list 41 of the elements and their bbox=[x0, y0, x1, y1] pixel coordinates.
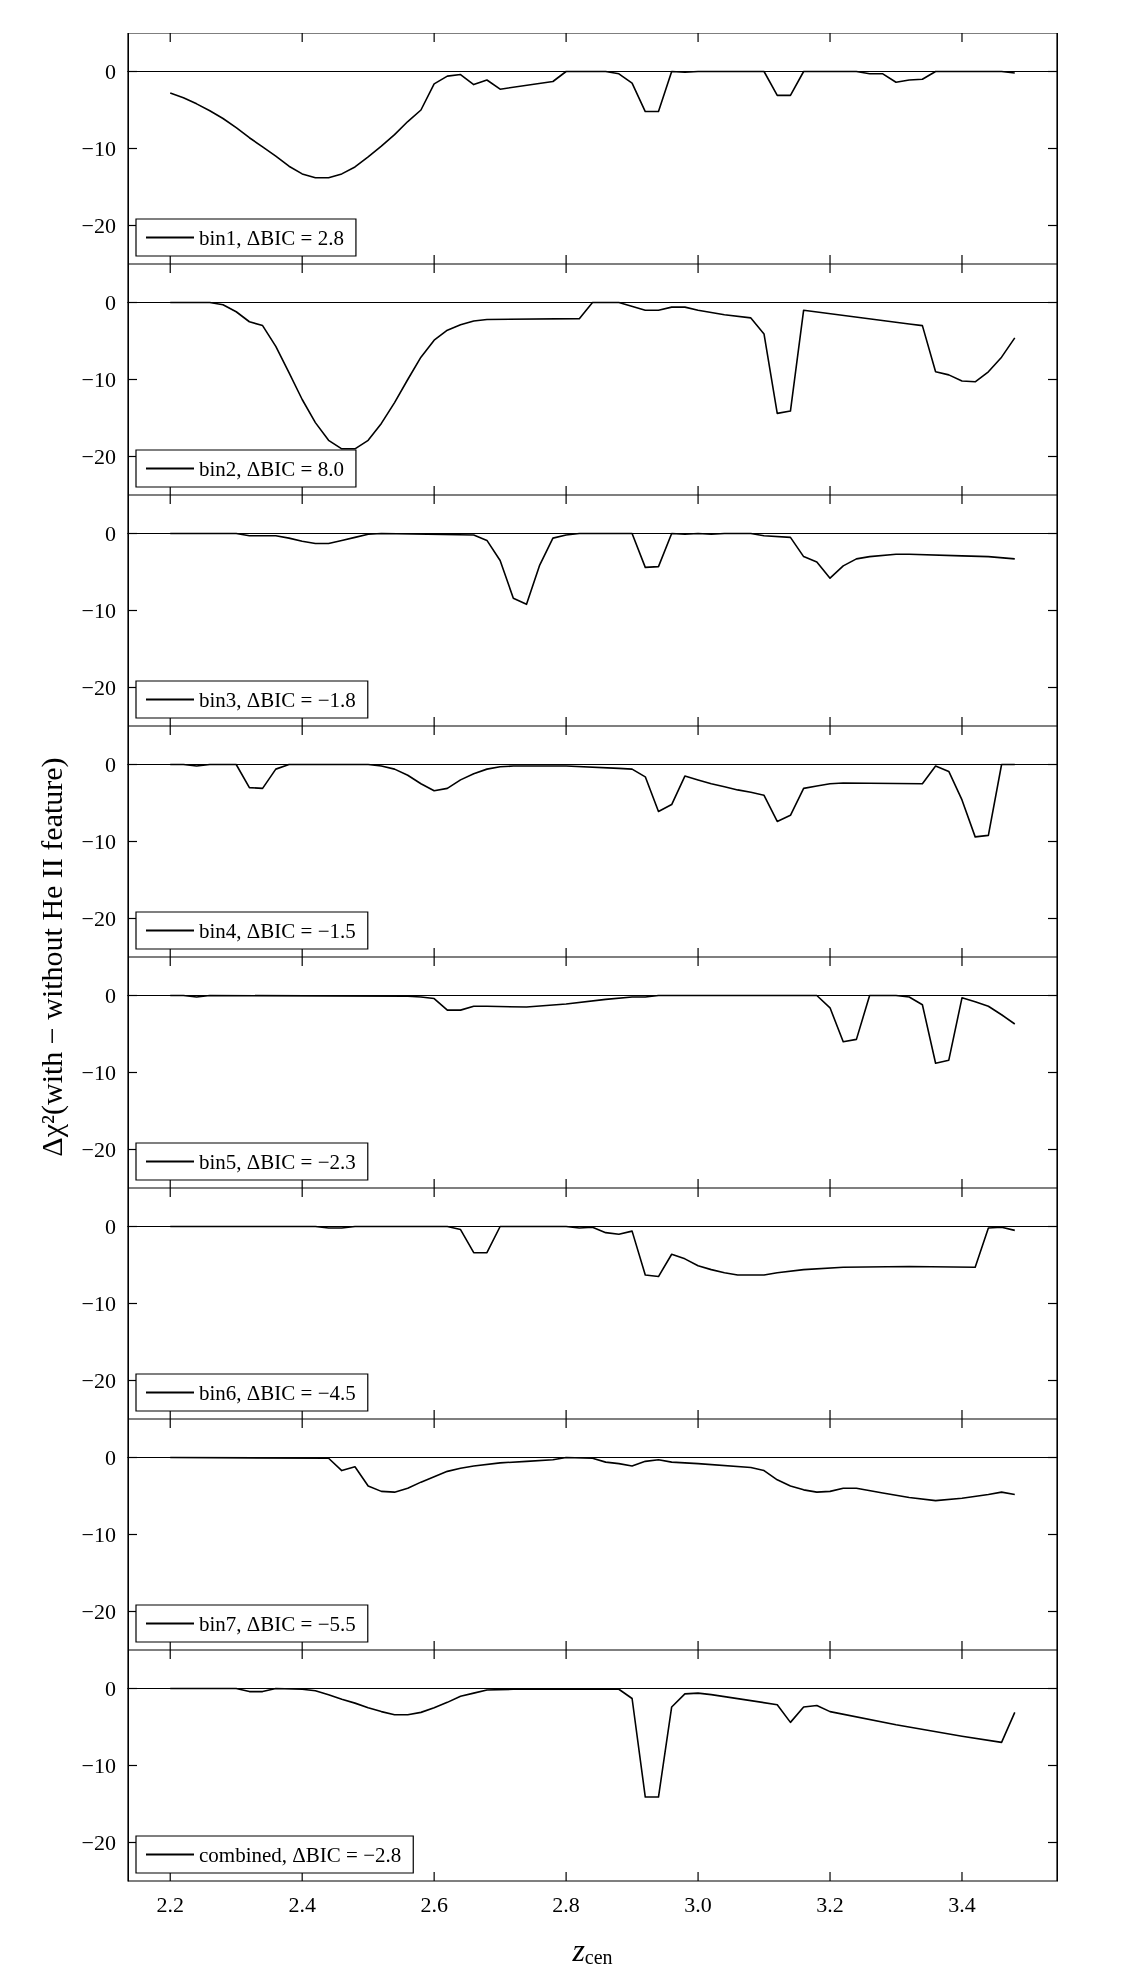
y-tick-label: 0 bbox=[105, 59, 116, 84]
y-tick-label: −10 bbox=[81, 367, 116, 392]
legend-label: combined, ΔBIC = −2.8 bbox=[199, 1842, 402, 1867]
x-tick-label: 2.6 bbox=[420, 1891, 448, 1917]
legend-label: bin5, ΔBIC = −2.3 bbox=[199, 1149, 356, 1174]
x-tick-label: 3.0 bbox=[684, 1891, 712, 1917]
y-tick-label: −10 bbox=[81, 598, 116, 623]
y-tick-label: 0 bbox=[105, 290, 116, 315]
y-tick-label: −10 bbox=[81, 136, 116, 161]
y-tick-label: 0 bbox=[105, 521, 116, 546]
x-tick-label: 2.2 bbox=[156, 1891, 184, 1917]
y-tick-label: −20 bbox=[81, 1368, 116, 1393]
y-tick-label: −10 bbox=[81, 1060, 116, 1085]
y-tick-label: −20 bbox=[81, 906, 116, 931]
y-tick-label: −10 bbox=[81, 829, 116, 854]
y-tick-label: −20 bbox=[81, 1599, 116, 1624]
x-tick-label: 3.2 bbox=[816, 1891, 844, 1917]
x-tick-label: 2.8 bbox=[552, 1891, 580, 1917]
legend-label: bin1, ΔBIC = 2.8 bbox=[199, 225, 344, 250]
legend-label: bin2, ΔBIC = 8.0 bbox=[199, 456, 344, 481]
legend-label: bin3, ΔBIC = −1.8 bbox=[199, 687, 356, 712]
legend-label: bin7, ΔBIC = −5.5 bbox=[199, 1611, 356, 1636]
y-tick-label: −20 bbox=[81, 444, 116, 469]
y-tick-label: −20 bbox=[81, 1830, 116, 1855]
y-tick-label: 0 bbox=[105, 1676, 116, 1701]
y-tick-label: 0 bbox=[105, 1445, 116, 1470]
y-tick-label: −10 bbox=[81, 1522, 116, 1547]
x-axis-title: zcen bbox=[571, 1932, 613, 1968]
legend-label: bin6, ΔBIC = −4.5 bbox=[199, 1380, 356, 1405]
y-tick-label: −10 bbox=[81, 1753, 116, 1778]
legend-label: bin4, ΔBIC = −1.5 bbox=[199, 918, 356, 943]
y-tick-label: 0 bbox=[105, 752, 116, 777]
y-tick-label: −20 bbox=[81, 675, 116, 700]
x-tick-label: 3.4 bbox=[948, 1891, 976, 1917]
y-tick-label: 0 bbox=[105, 983, 116, 1008]
y-tick-label: 0 bbox=[105, 1214, 116, 1239]
y-tick-label: −10 bbox=[81, 1291, 116, 1316]
y-tick-label: −20 bbox=[81, 213, 116, 238]
y-axis-title: Δχ²(with − without He II feature) bbox=[34, 756, 69, 1159]
y-tick-label: −20 bbox=[81, 1137, 116, 1162]
x-tick-label: 2.4 bbox=[288, 1891, 316, 1917]
